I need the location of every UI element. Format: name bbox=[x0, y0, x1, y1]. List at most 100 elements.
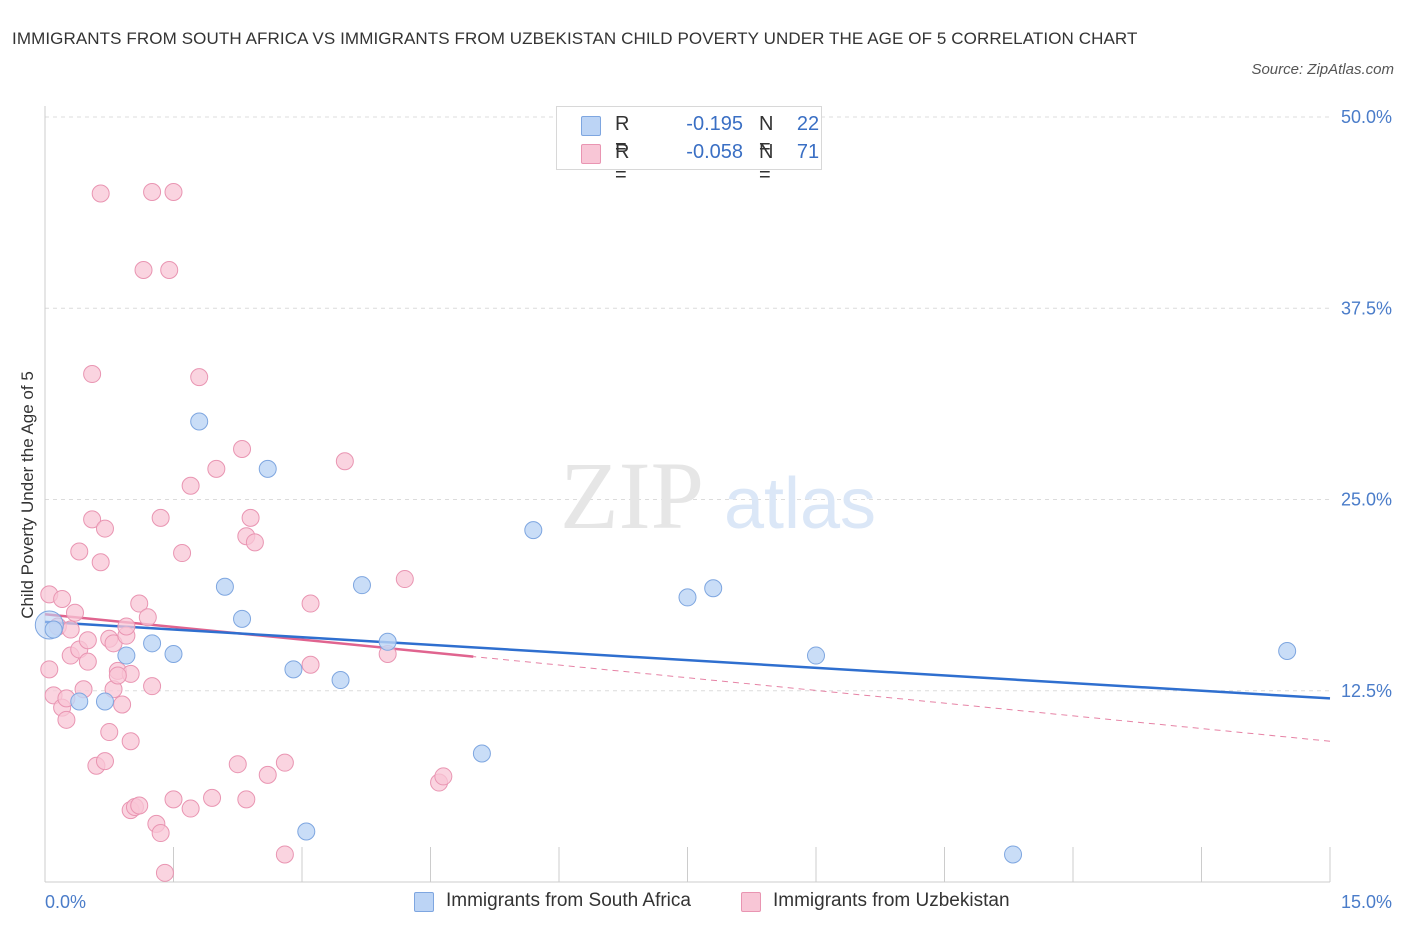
uzbekistan-point bbox=[245, 533, 264, 552]
x-tick-max: 15.0% bbox=[1341, 892, 1392, 912]
south-africa-point bbox=[70, 692, 89, 711]
uzbekistan-point bbox=[108, 666, 127, 685]
watermark-atlas: atlas bbox=[724, 464, 876, 544]
south-africa-point bbox=[190, 412, 209, 431]
y-axis-label: Child Poverty Under the Age of 5 bbox=[18, 371, 37, 619]
south-africa-point bbox=[331, 671, 350, 690]
uzbekistan-point bbox=[91, 553, 110, 572]
south-africa-point bbox=[215, 577, 234, 596]
uzbekistan-point bbox=[134, 261, 153, 279]
uzbekistan-point bbox=[95, 752, 114, 771]
correlation-legend: R = -0.195 N = 22 R = -0.058 N = 71 bbox=[556, 106, 822, 186]
uzbekistan-point bbox=[207, 459, 226, 478]
south-africa-point bbox=[143, 634, 162, 653]
south-africa-point bbox=[1278, 641, 1297, 660]
uzbekistan-point bbox=[121, 732, 140, 751]
uzbekistan-point bbox=[40, 660, 59, 679]
south-africa-point bbox=[524, 521, 543, 540]
legend-n-label: N = bbox=[759, 141, 774, 186]
y-tick-label: 25.0% bbox=[1341, 490, 1392, 510]
uzbekistan-point bbox=[181, 476, 200, 495]
south-africa-point bbox=[258, 459, 277, 478]
legend-n-label: N = bbox=[759, 113, 774, 158]
uzbekistan-point bbox=[275, 845, 294, 864]
legend-r-label: R = bbox=[615, 113, 630, 158]
uzbekistan-point bbox=[78, 652, 97, 671]
uzbekistan-point bbox=[164, 182, 183, 201]
uzbekistan-point bbox=[258, 765, 277, 784]
uzbekistan-point bbox=[65, 603, 84, 622]
south-africa-point bbox=[704, 579, 723, 598]
south-africa-point bbox=[297, 822, 316, 841]
y-tick-label: 37.5% bbox=[1341, 298, 1392, 318]
uzbekistan-point bbox=[181, 799, 200, 818]
watermark-zip: ZIP bbox=[560, 442, 704, 549]
bottom-legend-swatch-uzbekistan bbox=[741, 892, 761, 912]
uzbekistan-point bbox=[434, 767, 453, 786]
uzbekistan-point bbox=[143, 182, 162, 201]
uzbekistan-point bbox=[237, 790, 256, 809]
uzbekistan-point bbox=[241, 508, 260, 527]
bottom-legend-label: Immigrants from South Africa bbox=[446, 890, 691, 911]
legend-n-value: 22 bbox=[796, 113, 820, 135]
axes bbox=[44, 106, 1331, 883]
y-tick-label: 50.0% bbox=[1341, 107, 1392, 127]
uzbekistan-point bbox=[83, 510, 102, 529]
south-africa-point bbox=[164, 645, 183, 664]
uzbekistan-point bbox=[190, 368, 209, 387]
legend-r-value: -0.058 bbox=[686, 141, 743, 163]
uzbekistan-point bbox=[173, 544, 192, 563]
legend-n-value: 71 bbox=[796, 141, 820, 163]
uzbekistan-point bbox=[91, 184, 110, 203]
chart-title: IMMIGRANTS FROM SOUTH AFRICA VS IMMIGRAN… bbox=[12, 29, 1138, 48]
uzbekistan-point bbox=[143, 677, 162, 696]
uzbekistan-point bbox=[395, 570, 414, 589]
uzbekistan-point bbox=[164, 790, 183, 809]
legend-swatch-uzbekistan bbox=[581, 144, 601, 164]
uzbekistan-point bbox=[57, 710, 76, 729]
south-africa-trend-line bbox=[44, 620, 1331, 700]
watermark: ZIP atlas bbox=[560, 442, 876, 549]
legend-swatch-south-africa bbox=[581, 116, 601, 136]
uzbekistan-point bbox=[203, 788, 222, 807]
uzbekistan-point bbox=[155, 863, 174, 882]
south-africa-point bbox=[233, 609, 252, 628]
uzbekistan-point bbox=[335, 452, 354, 471]
uzbekistan-point bbox=[95, 519, 114, 538]
bottom-legend-label: Immigrants from Uzbekistan bbox=[773, 890, 1010, 911]
uzbekistan-point bbox=[113, 695, 132, 714]
uzbekistan-point bbox=[70, 542, 89, 561]
uzbekistan-point bbox=[138, 608, 157, 627]
uzbekistan-point bbox=[233, 440, 252, 459]
south-africa-point bbox=[117, 646, 136, 665]
uzbekistan-point bbox=[53, 589, 72, 608]
uzbekistan-point bbox=[151, 508, 170, 527]
south-africa-points bbox=[34, 412, 1297, 864]
uzbekistan-points bbox=[40, 182, 453, 882]
south-africa-point bbox=[378, 632, 397, 651]
uzbekistan-point bbox=[301, 594, 320, 613]
uzbekistan-point bbox=[275, 753, 294, 772]
south-africa-point bbox=[678, 588, 697, 607]
uzbekistan-point bbox=[228, 755, 247, 774]
legend-r-label: R = bbox=[615, 141, 630, 186]
x-tick-min: 0.0% bbox=[45, 892, 86, 912]
trend-lines bbox=[44, 613, 1331, 742]
uzbekistan-point bbox=[61, 620, 80, 639]
uzbekistan-point bbox=[83, 365, 102, 384]
uzbekistan-point bbox=[301, 655, 320, 674]
south-africa-point bbox=[472, 744, 491, 763]
uzbekistan-trend-dashed bbox=[473, 656, 1331, 742]
uzbekistan-point bbox=[78, 631, 97, 650]
legend-r-value: -0.195 bbox=[686, 113, 743, 135]
uzbekistan-point bbox=[151, 824, 170, 843]
south-africa-point bbox=[1004, 845, 1023, 864]
south-africa-point bbox=[352, 576, 371, 595]
source-label: Source: ZipAtlas.com bbox=[1251, 61, 1394, 78]
uzbekistan-point bbox=[130, 594, 149, 613]
south-africa-point bbox=[44, 620, 63, 639]
south-africa-point bbox=[807, 646, 825, 665]
south-africa-point bbox=[284, 660, 303, 679]
bottom-legend-swatch-south-africa bbox=[414, 892, 434, 912]
